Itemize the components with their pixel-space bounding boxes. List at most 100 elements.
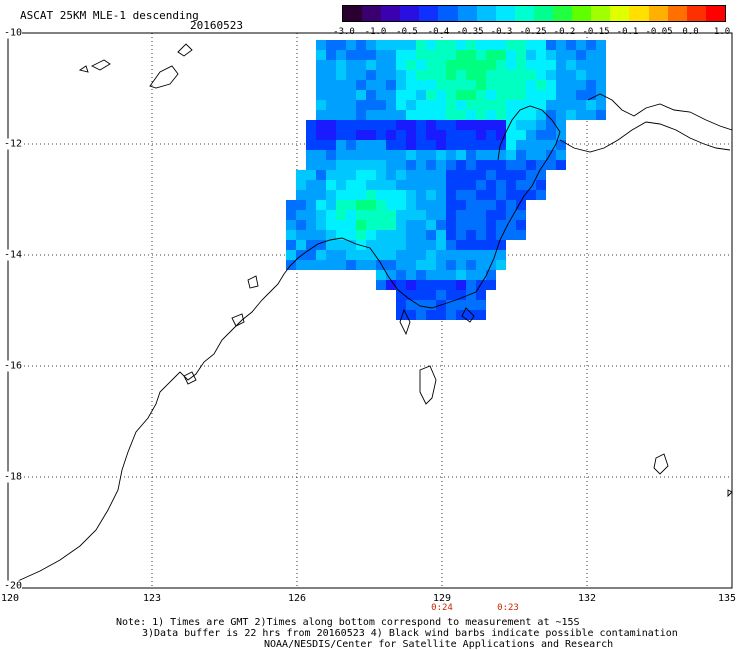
wind-cell: [456, 160, 466, 170]
wind-cell: [476, 240, 486, 250]
wind-cell: [326, 100, 336, 110]
wind-cell: [336, 240, 346, 250]
wind-cell: [486, 100, 496, 110]
wind-cell: [456, 270, 466, 280]
wind-cell: [556, 130, 566, 140]
wind-cell: [506, 160, 516, 170]
wind-cell: [556, 160, 566, 170]
wind-cell: [486, 200, 496, 210]
wind-cell: [586, 90, 596, 100]
wind-cell: [376, 220, 386, 230]
wind-cell: [326, 200, 336, 210]
wind-cell: [396, 100, 406, 110]
wind-cell: [426, 80, 436, 90]
wind-cell: [466, 260, 476, 270]
wind-cell: [546, 70, 556, 80]
wind-cell: [466, 310, 476, 320]
wind-cell: [386, 90, 396, 100]
wind-cell: [376, 140, 386, 150]
wind-cell: [536, 190, 546, 200]
wind-cell: [436, 40, 446, 50]
wind-cell: [506, 50, 516, 60]
wind-cell: [326, 150, 336, 160]
wind-cell: [476, 300, 486, 310]
wind-cell: [436, 200, 446, 210]
wind-cell: [396, 180, 406, 190]
wind-cell: [316, 60, 326, 70]
wind-cell: [466, 280, 476, 290]
note-line-1: Note: 1) Times are GMT 2)Times along bot…: [116, 617, 580, 628]
wind-cell: [456, 210, 466, 220]
wind-cell: [346, 150, 356, 160]
wind-cell: [436, 90, 446, 100]
wind-cell: [536, 140, 546, 150]
wind-cell: [516, 70, 526, 80]
wind-cell: [416, 170, 426, 180]
wind-cell: [406, 300, 416, 310]
wind-cell: [316, 160, 326, 170]
wind-cell: [516, 170, 526, 180]
wind-cell: [466, 120, 476, 130]
wind-cell: [346, 160, 356, 170]
wind-cell: [556, 100, 566, 110]
colorbar-label: -0.4: [427, 27, 450, 37]
wind-cell: [386, 70, 396, 80]
wind-cell: [406, 170, 416, 180]
wind-cell: [376, 80, 386, 90]
wind-cell: [376, 50, 386, 60]
wind-cell: [496, 230, 506, 240]
wind-cell: [576, 80, 586, 90]
wind-cell: [406, 260, 416, 270]
wind-cell: [366, 250, 376, 260]
wind-cell: [596, 70, 606, 80]
wind-cell: [586, 80, 596, 90]
wind-cell: [326, 220, 336, 230]
wind-cell: [516, 80, 526, 90]
wind-cell: [356, 250, 366, 260]
wind-cell: [306, 210, 316, 220]
wind-cell: [466, 130, 476, 140]
wind-cell: [486, 70, 496, 80]
wind-cell: [396, 300, 406, 310]
wind-cell: [416, 160, 426, 170]
product-date: 20160523: [190, 19, 243, 32]
wind-cell: [366, 120, 376, 130]
wind-cell: [326, 60, 336, 70]
wind-cell: [406, 220, 416, 230]
wind-cell: [416, 280, 426, 290]
wind-cell: [386, 50, 396, 60]
wind-cell: [466, 50, 476, 60]
wind-cell: [486, 210, 496, 220]
wind-cell: [446, 170, 456, 180]
wind-cell: [436, 210, 446, 220]
wind-cell: [376, 40, 386, 50]
x-tick-label: 123: [142, 593, 162, 604]
wind-cell: [496, 200, 506, 210]
wind-cell: [436, 310, 446, 320]
wind-cell: [456, 230, 466, 240]
wind-cell: [366, 220, 376, 230]
wind-cell: [416, 80, 426, 90]
wind-swath: [286, 40, 606, 320]
wind-cell: [356, 180, 366, 190]
wind-cell: [506, 100, 516, 110]
wind-cell: [306, 170, 316, 180]
wind-cell: [346, 200, 356, 210]
wind-cell: [466, 300, 476, 310]
wind-cell: [596, 100, 606, 110]
wind-cell: [506, 200, 516, 210]
wind-cell: [576, 70, 586, 80]
wind-cell: [516, 50, 526, 60]
wind-cell: [576, 60, 586, 70]
wind-cell: [526, 50, 536, 60]
wind-cell: [366, 180, 376, 190]
wind-cell: [486, 50, 496, 60]
wind-cell: [436, 160, 446, 170]
wind-cell: [436, 80, 446, 90]
wind-cell: [406, 190, 416, 200]
wind-cell: [296, 240, 306, 250]
wind-cell: [576, 40, 586, 50]
wind-cell: [326, 50, 336, 60]
wind-cell: [296, 210, 306, 220]
